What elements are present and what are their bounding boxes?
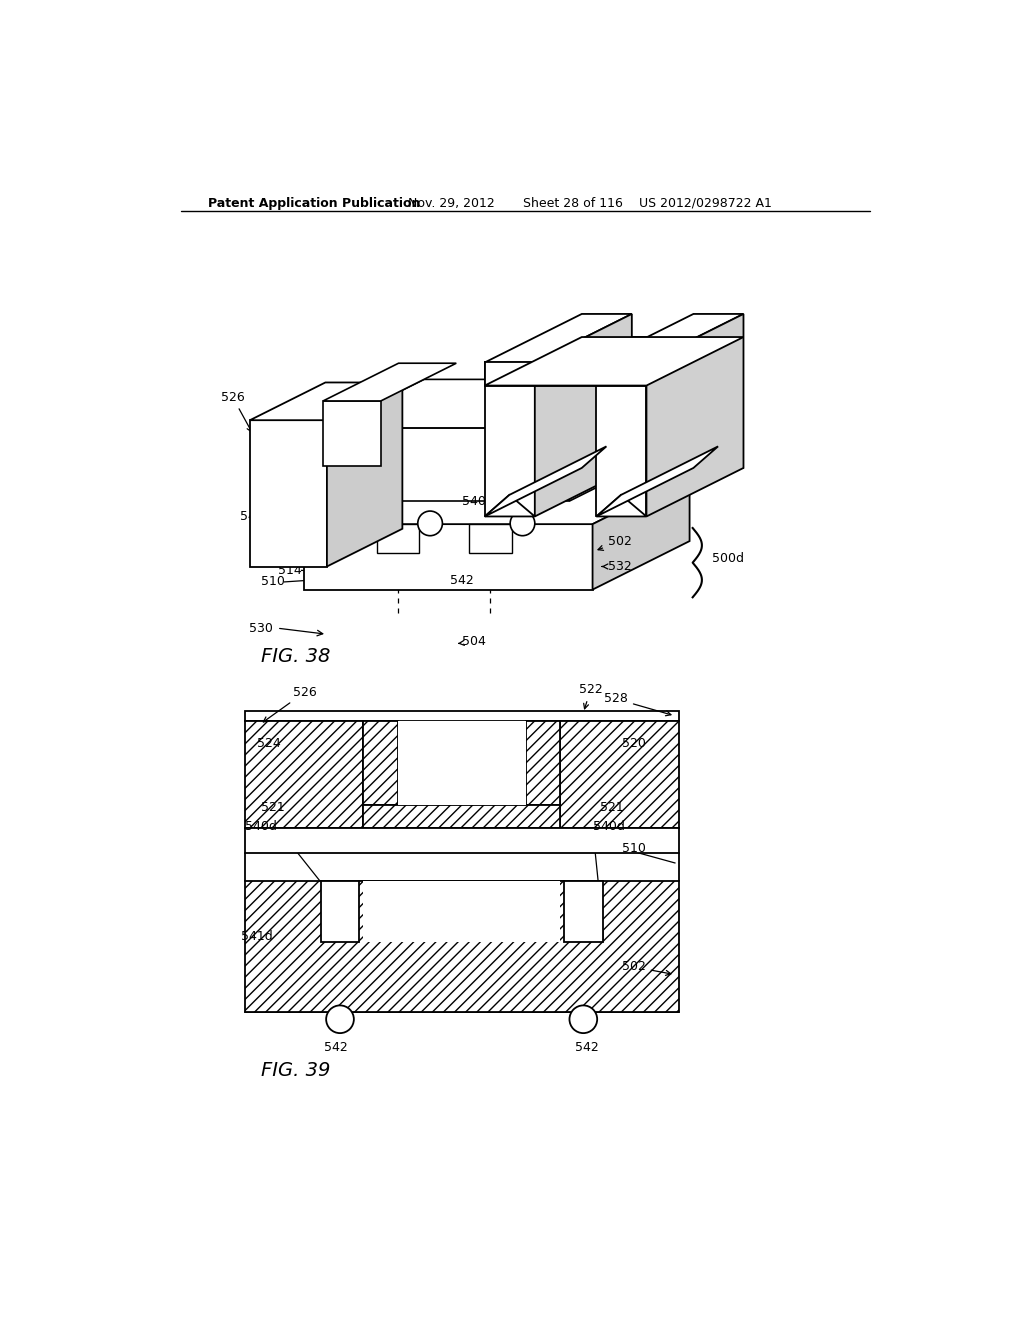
Text: FIG. 38: FIG. 38	[261, 647, 331, 667]
Polygon shape	[525, 721, 560, 805]
Polygon shape	[582, 337, 743, 469]
Polygon shape	[245, 829, 679, 853]
Polygon shape	[327, 428, 569, 502]
Circle shape	[418, 511, 442, 536]
Text: 526: 526	[221, 391, 252, 432]
Polygon shape	[560, 721, 679, 829]
Text: 521: 521	[278, 491, 301, 504]
Polygon shape	[327, 383, 402, 566]
Text: 524: 524	[257, 441, 281, 454]
Text: Sheet 28 of 116: Sheet 28 of 116	[523, 197, 624, 210]
Text: 541d: 541d	[242, 929, 273, 942]
Text: 502: 502	[622, 961, 671, 975]
Text: 542: 542	[325, 1041, 348, 1055]
Polygon shape	[593, 475, 689, 590]
Circle shape	[326, 1006, 354, 1034]
Text: 520: 520	[622, 737, 646, 750]
Polygon shape	[250, 420, 327, 566]
Polygon shape	[469, 524, 512, 553]
Text: 500d: 500d	[712, 552, 743, 565]
Text: 514: 514	[278, 564, 301, 577]
Polygon shape	[569, 379, 667, 502]
Polygon shape	[564, 880, 602, 942]
Polygon shape	[327, 379, 667, 428]
Polygon shape	[364, 880, 560, 942]
Text: 528: 528	[569, 343, 608, 359]
Polygon shape	[646, 314, 743, 516]
Polygon shape	[596, 363, 646, 516]
Polygon shape	[304, 475, 689, 524]
Polygon shape	[245, 721, 364, 829]
Text: 528: 528	[604, 693, 671, 715]
Text: 540d: 540d	[245, 820, 276, 833]
Text: 541d: 541d	[573, 929, 605, 942]
Text: 542: 542	[451, 574, 474, 587]
Text: 512: 512	[334, 531, 357, 544]
Text: 504: 504	[459, 635, 485, 648]
Polygon shape	[323, 401, 381, 466]
Text: 510: 510	[261, 576, 285, 589]
Text: 522: 522	[579, 684, 602, 709]
Circle shape	[510, 511, 535, 536]
Text: 540d: 540d	[462, 495, 494, 508]
Text: 510: 510	[622, 842, 646, 855]
Text: 521: 521	[600, 801, 624, 814]
Polygon shape	[364, 721, 397, 805]
Text: 522: 522	[567, 399, 591, 412]
Text: 521: 521	[261, 801, 285, 814]
Text: US 2012/0298722 A1: US 2012/0298722 A1	[639, 197, 772, 210]
Polygon shape	[596, 314, 743, 363]
Polygon shape	[250, 383, 402, 420]
Polygon shape	[321, 880, 359, 942]
Polygon shape	[484, 337, 743, 385]
Text: 502: 502	[598, 536, 632, 550]
Text: 524: 524	[257, 737, 281, 750]
Text: 530: 530	[249, 622, 273, 635]
Polygon shape	[245, 711, 679, 721]
Text: 532: 532	[602, 560, 632, 573]
Polygon shape	[484, 495, 535, 516]
Text: Patent Application Publication: Patent Application Publication	[208, 197, 420, 210]
Polygon shape	[596, 495, 646, 516]
Polygon shape	[596, 446, 718, 516]
Polygon shape	[484, 363, 535, 516]
Polygon shape	[535, 314, 632, 516]
Text: 542: 542	[575, 1041, 599, 1055]
Text: 540d: 540d	[593, 820, 625, 833]
Text: FIG. 39: FIG. 39	[261, 1061, 331, 1080]
Polygon shape	[364, 805, 560, 829]
Text: 526: 526	[263, 685, 316, 722]
Polygon shape	[323, 363, 457, 401]
Text: 520: 520	[608, 366, 647, 440]
Polygon shape	[245, 880, 679, 1011]
Text: Nov. 29, 2012: Nov. 29, 2012	[408, 197, 495, 210]
Text: 540': 540'	[241, 510, 267, 523]
Polygon shape	[484, 446, 606, 516]
Polygon shape	[304, 524, 593, 590]
Polygon shape	[377, 524, 419, 553]
Polygon shape	[397, 721, 525, 805]
Circle shape	[569, 1006, 597, 1034]
Polygon shape	[484, 314, 632, 363]
Polygon shape	[484, 363, 646, 385]
